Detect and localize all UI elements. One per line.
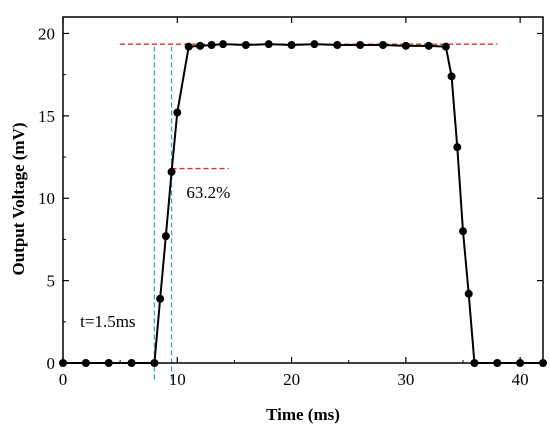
data-point xyxy=(441,42,450,51)
data-point xyxy=(453,143,462,152)
annotation-632: 63.2% xyxy=(186,183,230,202)
x-tick-label: 20 xyxy=(283,370,300,389)
data-point xyxy=(241,41,250,50)
data-point xyxy=(196,41,205,50)
data-point xyxy=(424,41,433,50)
data-point xyxy=(219,40,227,49)
x-tick-label: 40 xyxy=(512,370,529,389)
data-point xyxy=(310,40,319,49)
y-tick-label: 15 xyxy=(38,107,55,126)
y-tick-label: 5 xyxy=(47,272,56,291)
plot-frame xyxy=(62,16,544,364)
data-point xyxy=(447,72,456,81)
y-tick-label: 10 xyxy=(38,189,55,208)
data-point xyxy=(379,41,387,50)
data-point xyxy=(356,41,365,50)
y-tick-label: 0 xyxy=(47,354,56,373)
x-tick-label: 30 xyxy=(397,370,414,389)
annotation-time-constant: t=1.5ms xyxy=(80,312,135,331)
axes: 0 10 20 30 40 0 5 10 15 20 xyxy=(38,16,544,389)
labels: Time (ms) Output Voltage (mV) 63.2% t=1.… xyxy=(9,122,340,424)
data-point xyxy=(401,41,410,50)
x-axis-title: Time (ms) xyxy=(266,405,340,424)
x-tick-label: 0 xyxy=(59,370,68,389)
data-point xyxy=(167,167,176,176)
data-point xyxy=(264,40,273,49)
data-point xyxy=(333,41,342,50)
y-axis-title: Output Voltage (mV) xyxy=(9,122,28,275)
data-point xyxy=(156,294,165,303)
data-point xyxy=(161,232,170,241)
data-point xyxy=(459,227,467,236)
data-point xyxy=(184,42,193,51)
x-tick-label: 10 xyxy=(169,370,186,389)
data-point xyxy=(173,108,182,117)
data-point xyxy=(207,41,216,50)
series-layer xyxy=(59,40,547,367)
y-tick-label: 20 xyxy=(38,24,55,43)
reference-lines xyxy=(120,43,498,380)
data-point xyxy=(287,41,296,50)
data-point xyxy=(464,289,473,298)
